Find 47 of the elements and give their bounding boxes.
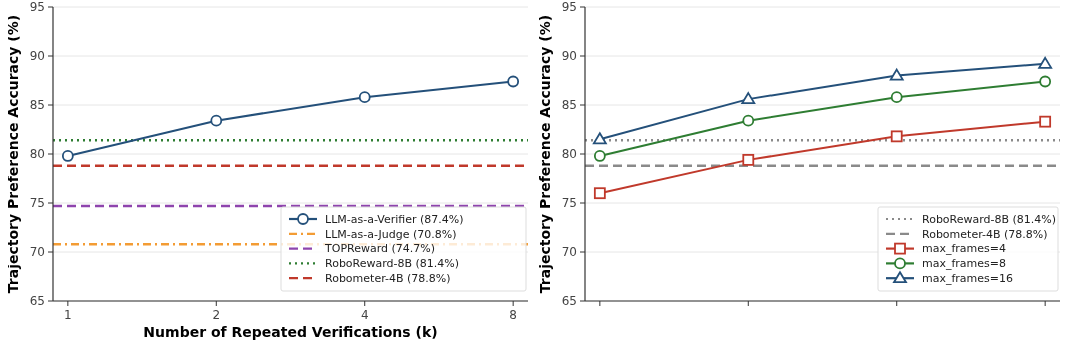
y-tick-label: 95 (29, 0, 45, 15)
legend-label: max_frames=8 (922, 257, 1007, 271)
y-tick-label: 75 (561, 196, 577, 211)
legend-label: Robometer-4B (78.8%) (922, 227, 1048, 241)
point (358, 91, 371, 104)
ref-line-label: LLM-as-a-Judge (70.8%) (325, 227, 457, 241)
legend-label: Robometer-4B (78.8%) (325, 272, 451, 286)
x-tick-label: 2 (212, 308, 221, 322)
y-tick-label: 85 (29, 98, 45, 113)
legend-label: max_frames=4 (922, 242, 1007, 256)
y-tick-label: 85 (561, 98, 577, 113)
point (507, 75, 520, 88)
y-tick-label: 80 (561, 147, 577, 162)
legend-label: TOPReward (74.7%) (324, 242, 435, 256)
y-tick-label: 75 (29, 196, 45, 211)
x-axis-title: Number of Repeated Verifications (k) (143, 324, 438, 340)
point (890, 130, 903, 143)
point (592, 132, 607, 145)
y-tick-label: 65 (29, 294, 45, 309)
legend-label: max_frames=16 (922, 272, 1014, 286)
point (210, 114, 223, 127)
y-tick-label: 70 (29, 245, 45, 260)
y-tick-label: 70 (561, 245, 577, 260)
point (1039, 75, 1052, 88)
x-tick-label: 4 (360, 308, 369, 322)
point (742, 153, 755, 166)
point (61, 150, 74, 162)
y-tick-label: 95 (561, 0, 577, 15)
point (593, 150, 606, 162)
point (742, 114, 755, 127)
y-axis-title: Trajectory Preference Accuracy (%) (5, 14, 21, 294)
point (889, 68, 904, 81)
point (593, 187, 606, 200)
point (741, 92, 756, 105)
y-tick-label: 90 (561, 49, 577, 64)
point (1038, 56, 1053, 69)
legend-label: RoboReward-8B (81.4%) (922, 212, 1057, 226)
x-tick-label: 1 (64, 308, 72, 322)
y-tick-label: 90 (29, 49, 45, 64)
y-axis-title: Trajectory Preference Accuracy (%) (537, 14, 553, 294)
point (1039, 115, 1052, 128)
y-tick-label: 65 (561, 294, 577, 309)
legend-label: LLM-as-a-Verifier (87.4%) (325, 212, 464, 226)
legend-label: RoboReward-8B (81.4%) (325, 257, 460, 271)
point (890, 91, 903, 104)
y-tick-label: 80 (29, 147, 45, 162)
x-tick-label: 8 (509, 308, 517, 322)
